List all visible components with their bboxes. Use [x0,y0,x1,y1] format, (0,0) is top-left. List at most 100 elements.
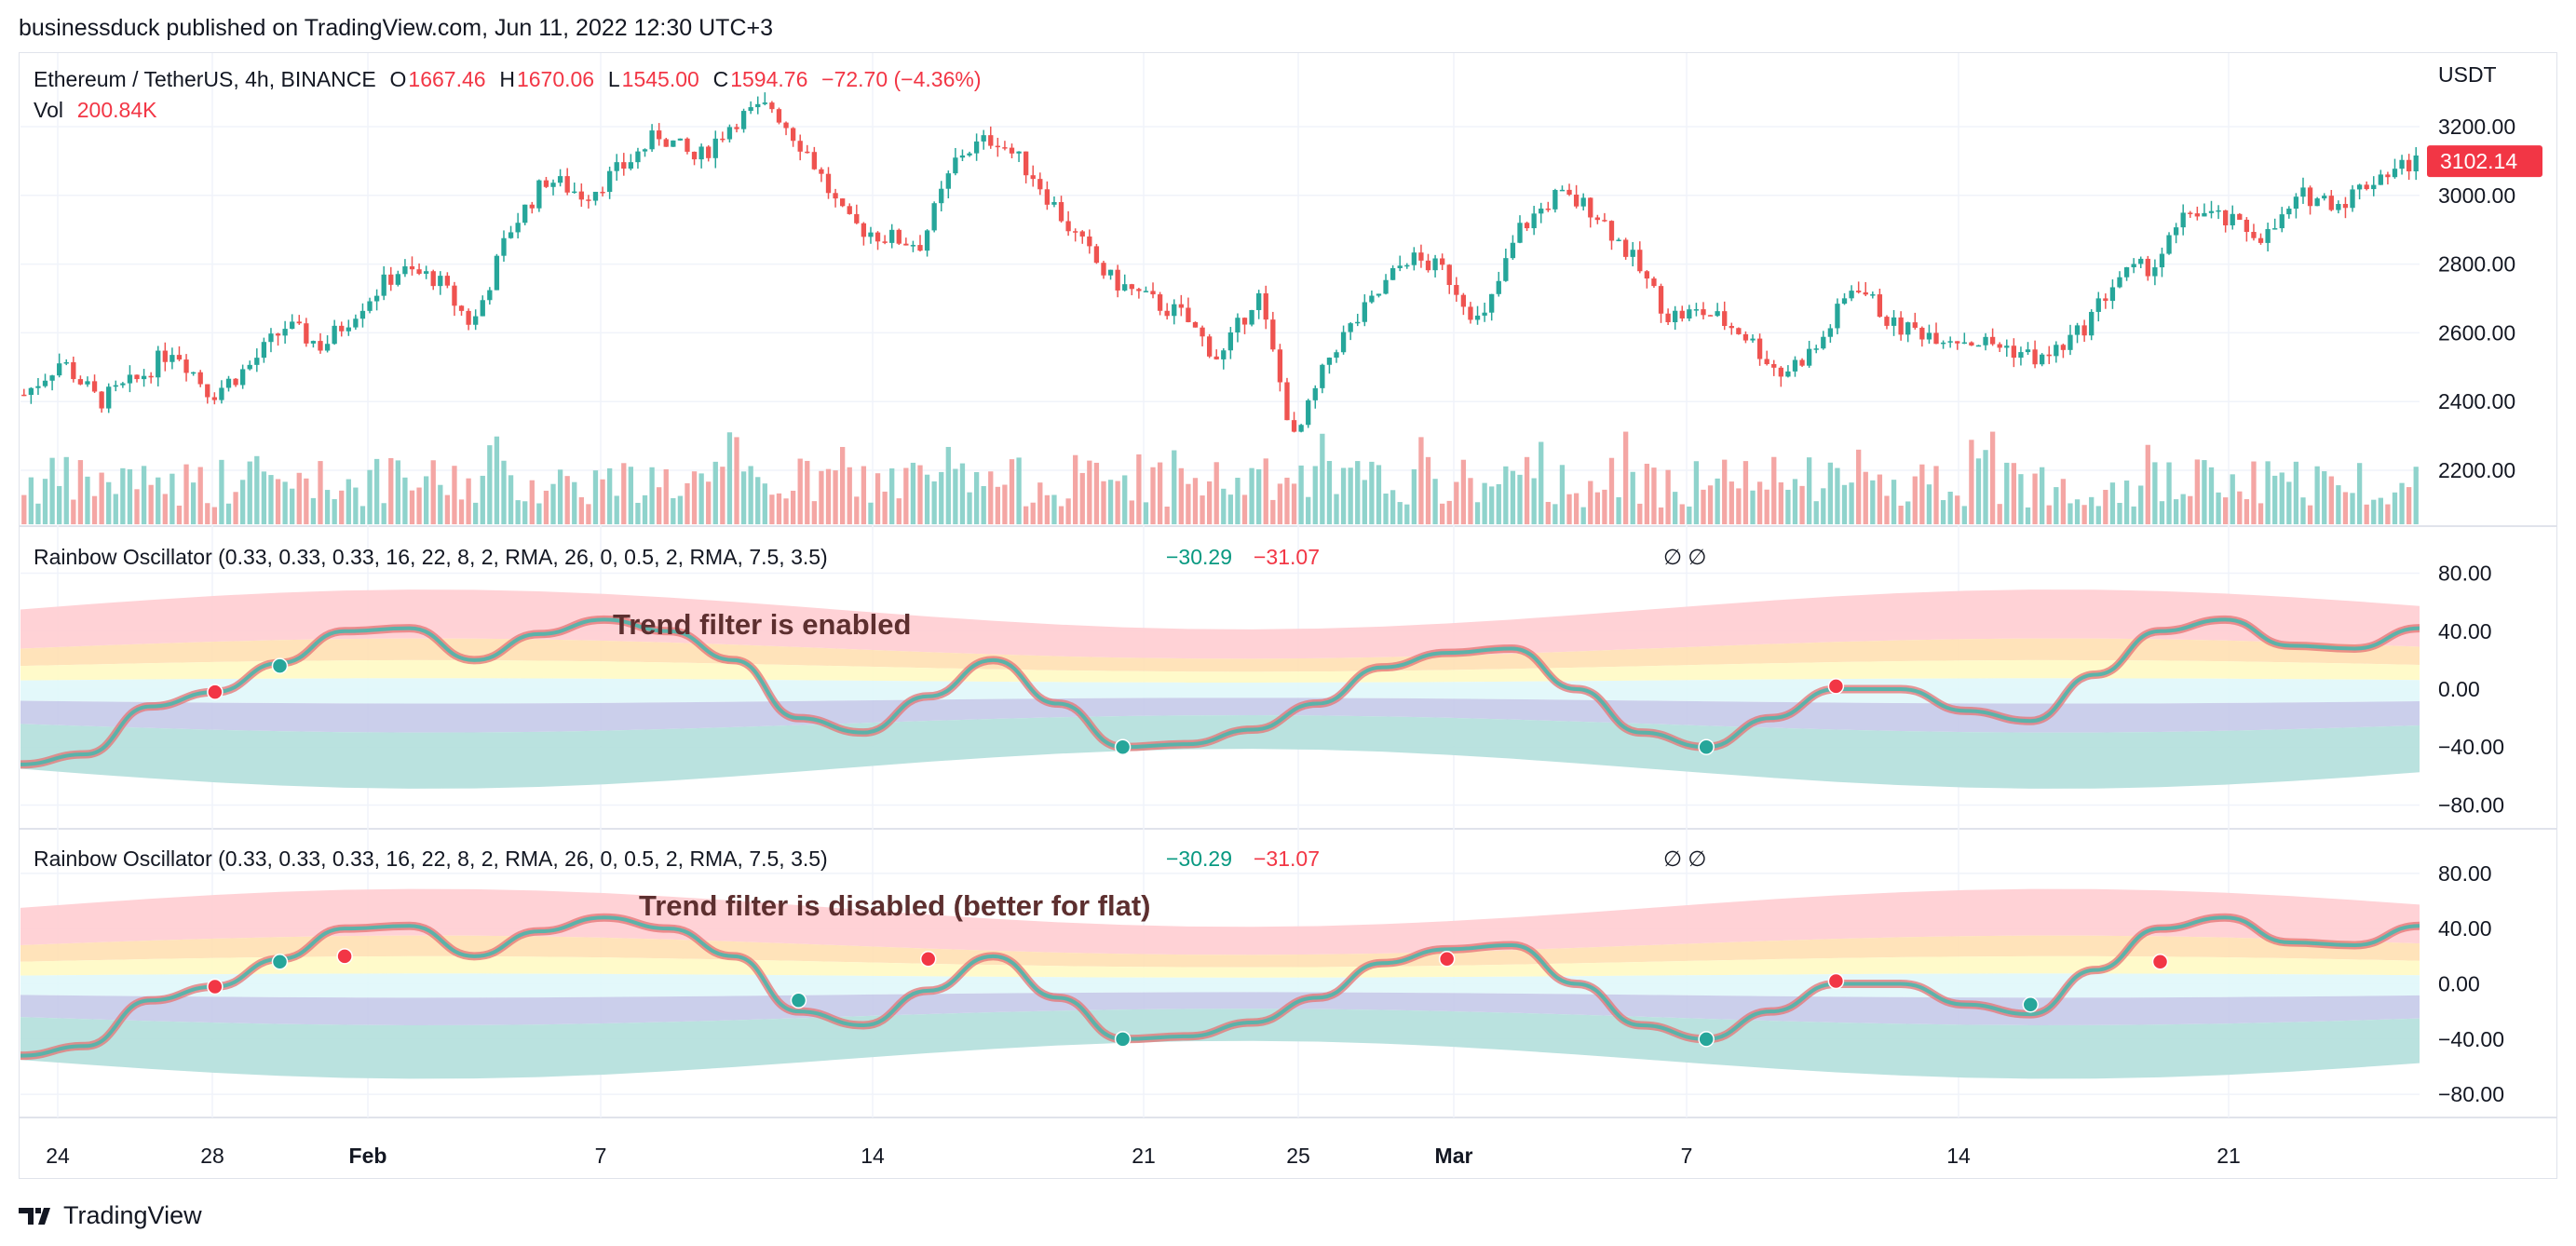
candle-body [1877,294,1883,318]
volume-bar [1870,480,1876,524]
high-value: 1670.06 [516,67,595,91]
candle-body [677,138,684,141]
osc2-signal-dot [1438,951,1456,968]
volume-bar [282,481,288,524]
volume-bar [1891,480,1897,524]
volume-bar [1362,480,1367,524]
volume-bar [2117,503,2122,524]
vol-label: Vol [34,98,63,122]
candle-body [953,157,958,174]
candle-body [353,318,359,328]
candle-body [2399,159,2405,169]
volume-bar [2173,499,2179,524]
osc2-tick-label: −40.00 [2438,1027,2504,1051]
candle-body [211,397,218,400]
volume-bar [1955,495,1960,524]
volume-bar [134,489,140,524]
volume-bar [2011,463,2017,524]
candle-body [1771,364,1777,368]
volume-bar [1531,478,1537,524]
volume-bar [825,468,832,524]
candle-body [2109,287,2116,302]
candle-body [1997,344,2002,348]
volume-bar [2350,493,2355,524]
volume-bar [1588,481,1593,524]
candle-body [1729,326,1734,329]
volume-bar [2180,494,2186,524]
candle-body [1172,304,1177,317]
candle-body [388,274,394,285]
candle-body [1306,400,1311,426]
candle-body [1009,147,1015,154]
volume-bar [1608,457,1615,524]
candle-body [790,128,796,142]
volume-bar [698,473,704,524]
candles [21,92,2419,433]
candle-body [1870,294,1876,296]
candle-body [1460,294,1467,307]
candle-body [473,316,479,325]
candle-body [28,387,34,396]
volume-bar [1863,471,1868,524]
candle-body [1955,341,1960,344]
candle-body [1693,309,1700,311]
osc1-title[interactable]: Rainbow Oscillator (0.33, 0.33, 0.33, 16… [34,545,828,569]
candle-body [1687,309,1692,319]
time-label: 28 [200,1144,224,1168]
volume-bar [1115,481,1120,524]
candle-body [1496,280,1501,294]
volume-bar [740,471,747,524]
osc2-signal-dot [2151,954,2169,970]
candle-body [671,140,676,147]
volume-bar [1644,463,1650,524]
candle-body [2004,345,2010,348]
volume-bar [2103,490,2108,524]
volume-bar [77,460,84,524]
volume-bar [275,479,281,524]
candle-body [847,206,852,214]
volume-bar [156,477,161,524]
candle-body [1933,332,1939,345]
candle-body [712,138,718,158]
volume-bar [2202,460,2207,524]
candle-body [1482,312,1487,316]
symbol-title[interactable]: Ethereum / TetherUS, 4h, BINANCE [34,67,376,91]
volume-bar [1397,502,1403,524]
candle-body [501,237,507,256]
candle-body [1030,175,1036,180]
volume-bar [353,487,359,524]
volume-bar [515,500,521,524]
volume-bar [1729,481,1734,524]
candle-body [402,265,408,275]
osc1-annotation: Trend filter is enabled [613,608,912,641]
volume-bar [1785,489,1791,524]
volume-bar [522,501,528,524]
candle-body [1241,318,1248,325]
candle-body [1002,147,1008,149]
volume-bar [663,468,669,524]
volume-bar [2307,505,2313,524]
osc2-title[interactable]: Rainbow Oscillator (0.33, 0.33, 0.33, 16… [34,846,828,871]
volume-bar [2123,481,2130,524]
volume-bar [529,480,535,524]
candle-body [1051,202,1057,205]
volume-bar [2025,507,2031,524]
volume-bar [1559,465,1566,524]
candle-body [861,223,867,237]
candle-body [113,385,118,387]
candle-body [2166,235,2172,254]
footer-brand[interactable]: TradingView [19,1201,202,1230]
volume-bar [2378,497,2383,524]
volume-bar [35,503,41,524]
volume-bar [2293,461,2299,524]
price-tick-label: 3000.00 [2438,183,2515,208]
candle-body [543,180,549,187]
candle-body [1326,358,1333,365]
candle-body [1087,236,1092,247]
volume-bar [1602,489,1607,524]
volume-bar [141,466,147,524]
candle-body [2123,267,2130,278]
candle-body [1164,310,1170,317]
candle-body [2251,232,2257,238]
